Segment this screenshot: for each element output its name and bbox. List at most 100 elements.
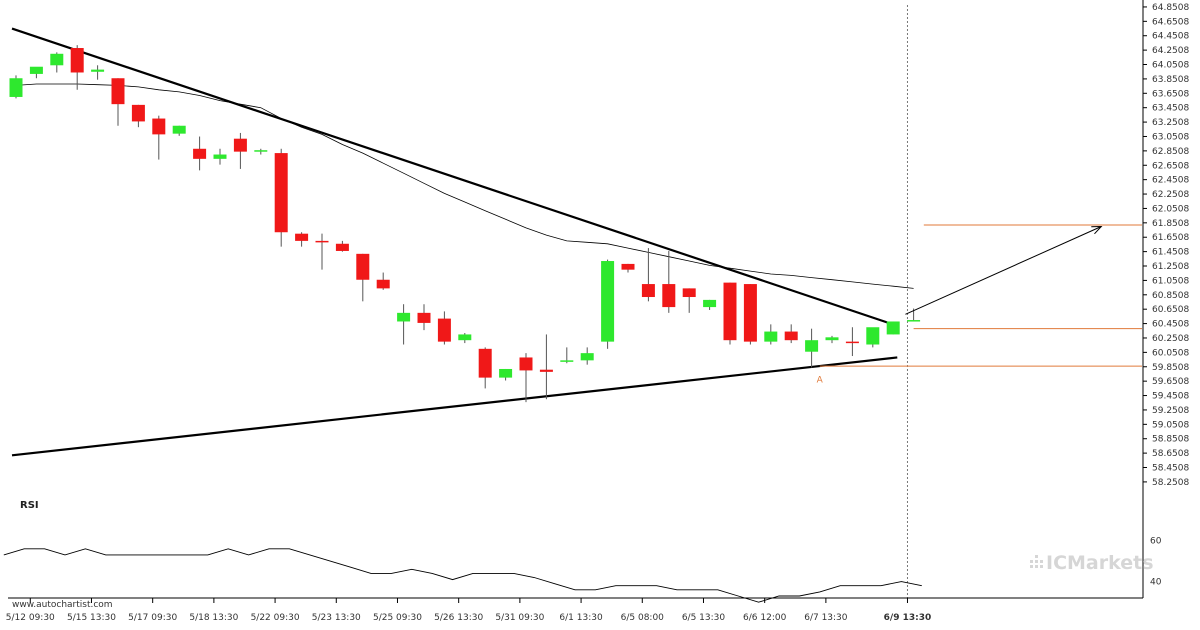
candle-body: [825, 337, 839, 341]
y-tick-label: 62.8508: [1152, 147, 1189, 157]
candle-body: [70, 48, 84, 73]
x-tick-label: 5/15 13:30: [67, 613, 116, 623]
candle: [743, 284, 757, 345]
y-axis: 64.8508 64.6508 64.4508 64.2508 64.0508 63.85…: [1142, 0, 1189, 598]
candle-body: [784, 331, 798, 341]
candle-body: [682, 288, 696, 298]
y-tick-label: 63.6508: [1152, 89, 1189, 99]
y-tick-label: 64.0508: [1152, 61, 1189, 71]
candle-body: [458, 334, 472, 341]
rsi-panel: RSI 60 40: [3, 500, 1162, 603]
candle-body: [417, 312, 431, 323]
forecast-arrow-line: [905, 226, 1102, 315]
x-tick-label: 5/23 13:30: [312, 613, 361, 623]
logo-dots-icon: [1030, 555, 1043, 568]
candle: [621, 263, 635, 273]
candle-body: [601, 261, 615, 342]
resistance-trendline: [11, 27, 898, 327]
y-tick-label: 59.2508: [1152, 406, 1189, 416]
candle-body: [172, 125, 186, 134]
candle-body: [539, 369, 553, 372]
candle: [172, 125, 186, 136]
candle-body: [478, 348, 492, 378]
x-tick-label: 5/26 13:30: [434, 613, 483, 623]
y-tick-label: 62.6508: [1152, 161, 1189, 171]
candle-body: [50, 53, 64, 66]
candle-body: [723, 282, 737, 341]
y-tick-label: 58.6508: [1152, 449, 1189, 459]
x-tick-label: 5/18 13:30: [189, 613, 238, 623]
candle: [845, 327, 859, 357]
y-tick-label: 60.4508: [1152, 320, 1189, 330]
candle: [91, 65, 105, 80]
y-tick-label: 58.4508: [1152, 464, 1189, 474]
y-tick-label: 62.4508: [1152, 176, 1189, 186]
x-tick-label: 5/31 09:30: [495, 613, 544, 623]
candle: [131, 104, 145, 128]
y-tick-label: 64.2508: [1152, 46, 1189, 56]
moving-average-line: [15, 83, 914, 289]
candle-body: [866, 327, 880, 345]
candle-body: [703, 299, 717, 308]
candle-body: [9, 78, 23, 97]
candle-body: [295, 233, 309, 241]
candle-body: [641, 284, 655, 298]
point-label: A: [817, 375, 824, 385]
candle: [886, 321, 900, 335]
candle-body: [274, 153, 288, 233]
candle-body: [743, 284, 757, 342]
candle-body: [254, 150, 268, 152]
y-tick-label: 63.0508: [1152, 132, 1189, 142]
candle: [723, 282, 737, 345]
candle-body: [29, 66, 43, 74]
icmarkets-logo: ICMarkets: [1030, 552, 1154, 574]
candle: [601, 259, 615, 349]
y-tick-label: 59.4508: [1152, 392, 1189, 402]
rsi-title: RSI: [20, 500, 39, 511]
x-tick-label: 6/9 13:30: [884, 613, 932, 623]
candle: [193, 136, 207, 171]
y-tick-label: 61.6508: [1152, 233, 1189, 243]
candle: [70, 45, 84, 90]
y-tick-label: 64.8508: [1152, 3, 1189, 13]
candle-body: [437, 318, 451, 342]
candle-body: [335, 243, 349, 251]
y-tick-label: 58.2508: [1152, 478, 1189, 488]
candle-body: [580, 353, 594, 361]
candle: [764, 324, 778, 345]
y-tick-label: 61.2508: [1152, 262, 1189, 272]
candle: [233, 132, 247, 169]
y-tick-label: 60.6508: [1152, 305, 1189, 315]
y-tick-label: 60.8508: [1152, 291, 1189, 301]
candle: [519, 353, 533, 403]
candle: [356, 253, 370, 302]
candle-body: [111, 78, 125, 105]
candle-body: [233, 138, 247, 152]
candle-body: [519, 357, 533, 371]
x-tick-label: 6/6 12:00: [743, 613, 787, 623]
y-tick-label: 59.6508: [1152, 377, 1189, 387]
candle: [560, 347, 574, 364]
x-tick-label: 6/7 13:30: [804, 613, 848, 623]
candle-body: [131, 104, 145, 122]
candle: [152, 115, 166, 160]
y-tick-label: 63.4508: [1152, 104, 1189, 114]
y-tick-label: 60.2508: [1152, 334, 1189, 344]
y-tick-label: 58.8508: [1152, 435, 1189, 445]
x-tick-label: 6/5 08:00: [621, 613, 665, 623]
y-tick-label: 59.0508: [1152, 420, 1189, 430]
candle: [458, 332, 472, 344]
candle: [111, 78, 125, 126]
watermark-site: www.autochartist.com: [12, 600, 113, 610]
candle-body: [499, 368, 513, 378]
candle-body: [397, 312, 411, 322]
candle-body: [845, 341, 859, 344]
candle: [866, 327, 880, 348]
candle: [9, 75, 23, 99]
x-tick-label: 6/1 13:30: [559, 613, 603, 623]
candle: [784, 324, 798, 344]
candle: [213, 148, 227, 165]
y-tick-label: 61.4508: [1152, 248, 1189, 258]
candle-body: [193, 148, 207, 159]
